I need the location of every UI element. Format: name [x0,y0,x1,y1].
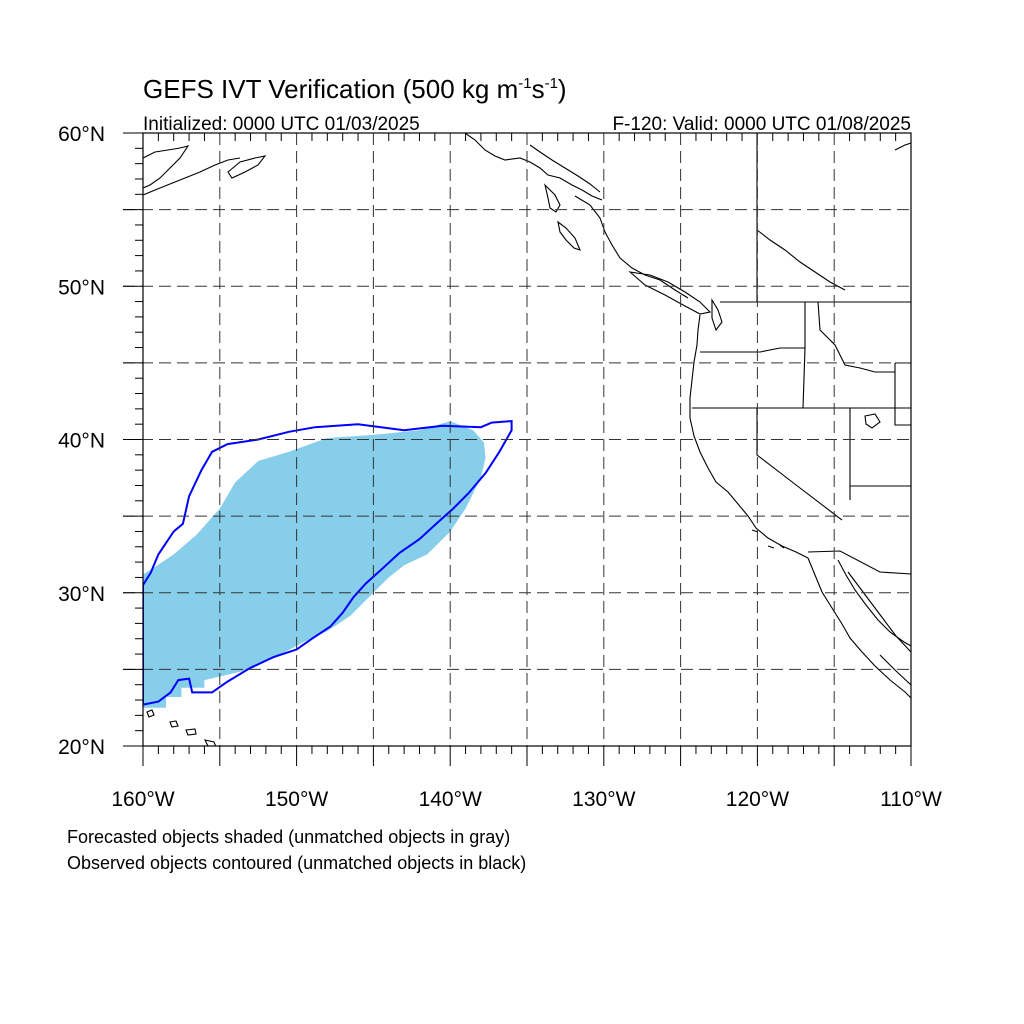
hawaii-kauai [146,709,155,718]
lon-tick-label: 140°W [419,788,482,811]
lon-tick-label: 160°W [111,788,174,811]
baja-california-east [837,559,911,647]
mexico-coast-south [879,654,911,686]
legend-observed-note: Observed objects contoured (unmatched ob… [67,853,526,873]
lon-tick-label: 150°W [265,788,328,811]
lon-tick-label: 120°W [726,788,789,811]
idaho-west-border [802,302,806,409]
map-area [143,133,911,746]
hawaii-maui [185,728,197,736]
mexico-border [807,550,911,575]
longitude-labels: 160°W 150°W 140°W 130°W 120°W 110°W [111,788,942,811]
minor-ticks [123,132,912,766]
mexico-mainland [847,571,911,653]
channel-islands [751,529,785,549]
lat-tick-label: 40°N [58,430,105,453]
map-frame [142,132,912,747]
west-coast [689,314,809,559]
lon-tick-label: 130°W [572,788,635,811]
valid-time: F-120: Valid: 0000 UTC 01/08/2025 [612,114,911,135]
graticule [123,133,911,746]
alaska-peninsula [143,157,241,196]
lat-tick-label: 60°N [58,123,105,146]
hawaii-oahu [169,720,179,728]
great-salt-lake [864,413,881,429]
haida-gwaii [557,220,581,251]
baja-california-west [807,557,911,699]
observed-object-contour [143,420,513,706]
lat-tick-label: 30°N [58,583,105,606]
bc-coast [574,195,689,299]
legend-forecast-note: Forecasted objects shaded (unmatched obj… [67,827,510,847]
lon-tick-label: 110°W [880,788,942,811]
alaska-coast [143,145,190,189]
washington-oregon-border [700,347,805,353]
title: GEFS IVT Verification (500 kg m-1s-1) [143,74,567,104]
hawaii-big-island [203,739,217,746]
forecast-object-shading [143,421,486,708]
kodiak-island [227,155,267,179]
vancouver-island [628,271,712,315]
gulf-alaska-coast [464,133,603,201]
lat-tick-label: 50°N [58,276,105,299]
alaska-canada-border [529,144,601,193]
montana-border [817,301,895,373]
alberta-border [756,229,846,291]
nw-territory-coast [894,142,911,151]
nevada-california-border [756,408,843,521]
lat-tick-label: 20°N [58,736,105,759]
puget-sound [711,298,723,332]
se-alaska-islands [544,183,561,213]
wyoming-border [894,362,911,426]
coastlines [143,133,911,746]
latitude-labels: 60°N 50°N 40°N 30°N 20°N [58,123,105,759]
init-time: Initialized: 0000 UTC 01/03/2025 [143,114,420,135]
